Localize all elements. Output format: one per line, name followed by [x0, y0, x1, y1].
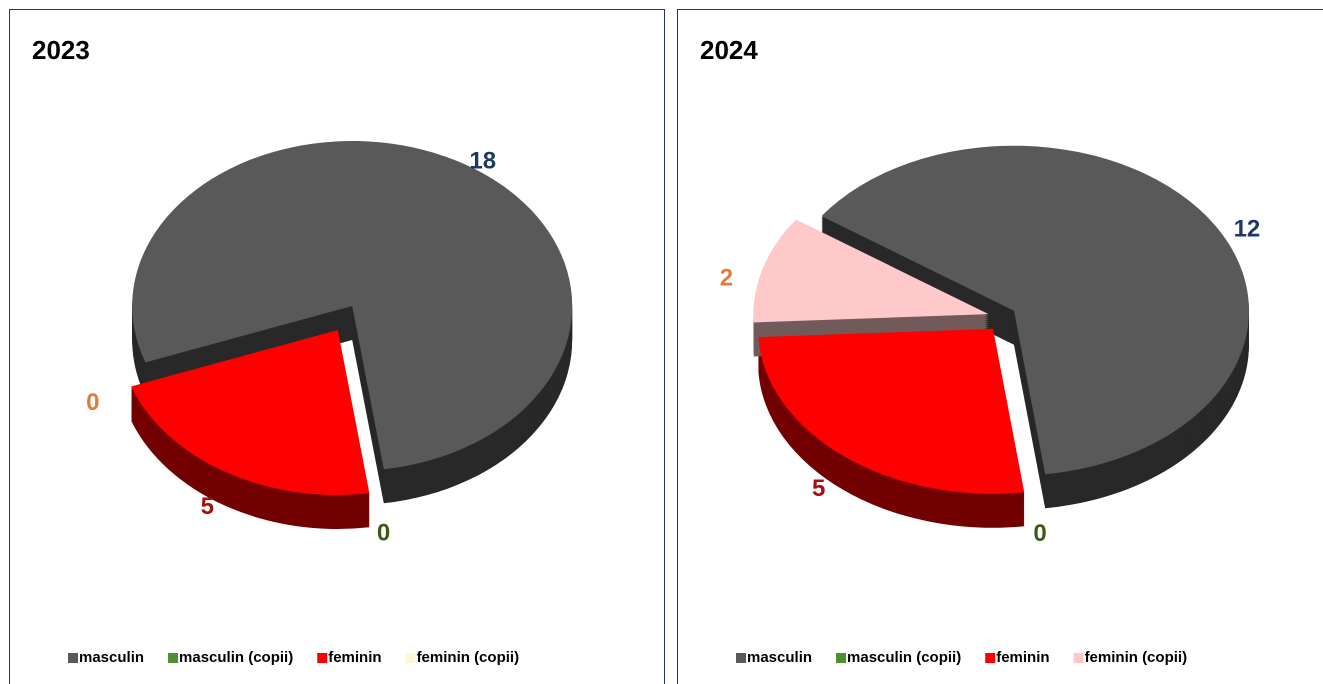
- legend-label: feminin: [328, 649, 381, 666]
- chart-title: 2024: [700, 35, 758, 65]
- data-label: 12: [1234, 216, 1261, 243]
- legend-swatch: [836, 653, 847, 663]
- legend-swatch: [1073, 653, 1084, 663]
- legend-label: feminin: [996, 649, 1049, 666]
- slice: [821, 145, 1249, 475]
- slice: [753, 219, 989, 323]
- legend-swatch: [168, 653, 179, 663]
- slice: [758, 328, 1025, 494]
- legend-label: masculin: [747, 649, 812, 666]
- legend-label: masculin: [79, 649, 144, 666]
- data-label: 0: [1033, 520, 1046, 547]
- slice: [132, 140, 573, 470]
- data-label: 5: [201, 493, 214, 520]
- data-label: 2: [720, 265, 733, 292]
- legend-swatch: [985, 653, 996, 663]
- legend-swatch: [317, 653, 328, 663]
- legend-label: masculin (copii): [847, 649, 961, 666]
- legend-swatch: [736, 653, 746, 663]
- data-label: 5: [812, 475, 825, 502]
- legend-label: feminin (copii): [417, 649, 520, 666]
- data-label: 0: [377, 520, 390, 547]
- legend-label: feminin (copii): [1085, 649, 1188, 666]
- data-label: 0: [86, 389, 99, 416]
- slice: [131, 330, 370, 496]
- panel: [9, 9, 665, 684]
- legend-swatch: [68, 653, 78, 663]
- chart-title: 2023: [32, 35, 90, 65]
- legend-swatch: [405, 653, 416, 663]
- data-label: 18: [469, 148, 496, 175]
- legend-label: masculin (copii): [179, 649, 293, 666]
- panel: [677, 9, 1323, 684]
